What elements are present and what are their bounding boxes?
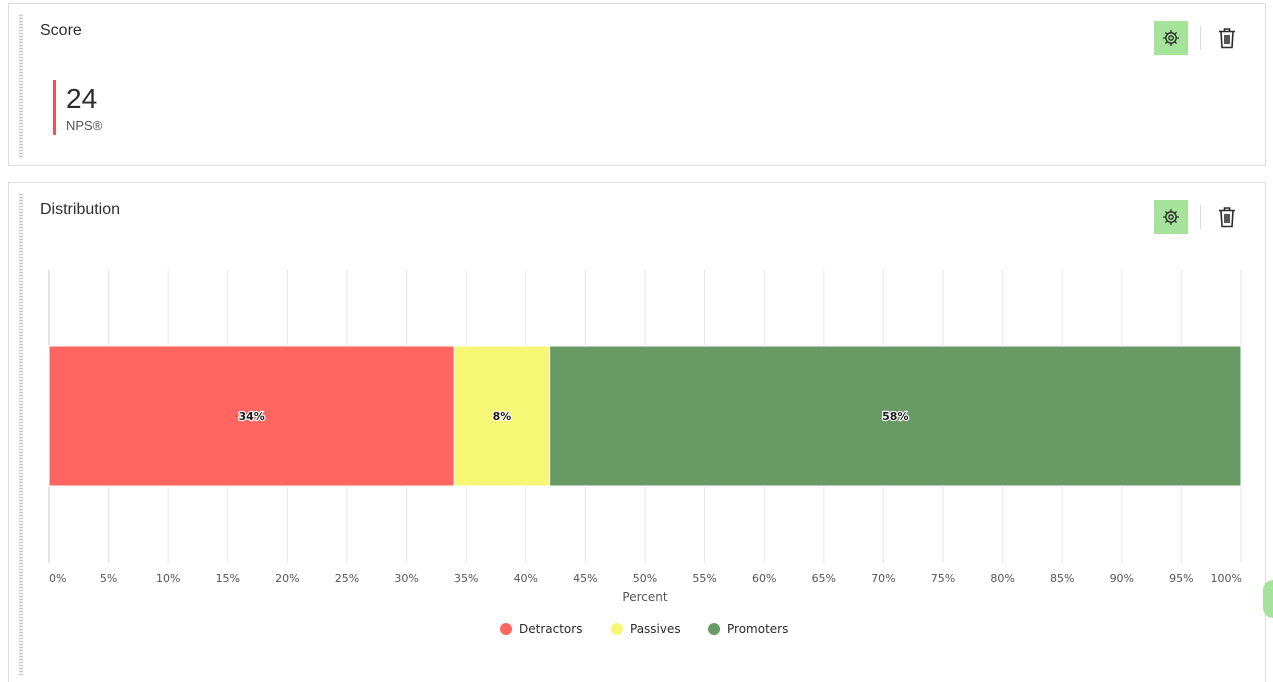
tick-label: 85% <box>1050 572 1074 585</box>
drag-handle[interactable] <box>19 193 23 676</box>
data-label: 8% <box>493 410 512 423</box>
tick-label: 15% <box>216 572 240 585</box>
trash-icon <box>1219 28 1235 49</box>
tick-label: 5% <box>100 572 117 585</box>
tick-label: 55% <box>692 572 716 585</box>
tick-label: 35% <box>454 572 478 585</box>
score-settings-button[interactable] <box>1154 21 1188 55</box>
distribution-delete-button[interactable] <box>1217 205 1237 229</box>
tick-label: 100% <box>1211 572 1242 585</box>
distribution-settings-button[interactable] <box>1154 200 1188 234</box>
legend-label: Promoters <box>727 622 788 636</box>
legend-label: Detractors <box>519 622 582 636</box>
x-axis-title: Percent <box>622 590 667 604</box>
gear-icon <box>1163 209 1179 225</box>
distribution-card: Distribution 34% 8% 58% 0% 5% 10% 15% 20% 25% <box>8 182 1266 682</box>
score-delete-button[interactable] <box>1217 26 1237 50</box>
gear-icon <box>1163 30 1179 46</box>
legend-marker-detractors <box>500 623 512 635</box>
nps-value: 24 <box>66 83 98 114</box>
data-label: 58% <box>882 410 908 423</box>
tick-label: 75% <box>931 572 955 585</box>
distribution-card-title: Distribution <box>40 201 121 218</box>
tick-label: 20% <box>275 572 299 585</box>
toolbar-divider <box>1200 26 1201 50</box>
distribution-card-toolbar <box>1154 200 1237 234</box>
data-label: 34% <box>238 410 264 423</box>
tick-label: 0% <box>49 572 66 585</box>
legend-marker-passives <box>611 623 623 635</box>
tick-label: 40% <box>514 572 538 585</box>
tick-label: 70% <box>871 572 895 585</box>
legend-label: Passives <box>630 622 681 636</box>
nps-label: NPS® <box>66 118 103 133</box>
side-panel-tab[interactable] <box>1263 580 1273 618</box>
toolbar-divider <box>1200 205 1201 229</box>
bar-promoters <box>549 345 1242 487</box>
legend-marker-promoters <box>708 623 720 635</box>
bar-detractors <box>48 345 455 487</box>
tick-label: 95% <box>1169 572 1193 585</box>
distribution-chart: 34% 8% 58% 0% 5% 10% 15% 20% 25% 30% 35% 40% 45% 50% 5… <box>48 270 1242 636</box>
tick-label: 90% <box>1110 572 1134 585</box>
tick-label: 60% <box>752 572 776 585</box>
tick-label: 10% <box>156 572 180 585</box>
drag-handle[interactable] <box>19 14 23 159</box>
tick-label: 65% <box>812 572 836 585</box>
tick-label: 80% <box>990 572 1014 585</box>
score-card: Score 24 NPS® <box>8 3 1266 166</box>
tick-label: 45% <box>573 572 597 585</box>
bar-passives <box>453 345 551 487</box>
tick-label: 50% <box>633 572 657 585</box>
tick-label: 30% <box>394 572 418 585</box>
trash-icon <box>1219 207 1235 228</box>
nps-kpi: 24 NPS® <box>53 80 102 135</box>
score-card-toolbar <box>1154 21 1237 55</box>
score-card-title: Score <box>40 22 82 39</box>
tick-label: 25% <box>335 572 359 585</box>
